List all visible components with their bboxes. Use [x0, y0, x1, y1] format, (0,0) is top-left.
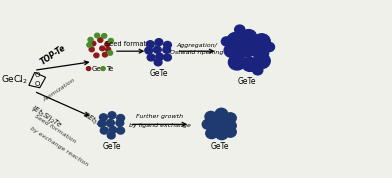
Text: TOP-Te: TOP-Te [39, 43, 68, 67]
Circle shape [242, 57, 258, 71]
Circle shape [109, 126, 117, 133]
Circle shape [156, 53, 163, 60]
Text: Atomization: Atomization [42, 78, 76, 103]
Circle shape [221, 37, 232, 46]
Circle shape [100, 127, 108, 134]
Circle shape [94, 53, 99, 58]
Circle shape [100, 46, 105, 51]
Text: $2Et_3SiCl$: $2Et_3SiCl$ [81, 109, 111, 134]
Circle shape [225, 121, 236, 131]
Text: O: O [34, 72, 40, 78]
Circle shape [206, 128, 218, 139]
Circle shape [89, 47, 94, 52]
Text: Seed formation: Seed formation [105, 41, 156, 47]
Text: by ligand exchange: by ligand exchange [129, 123, 191, 128]
Circle shape [202, 119, 213, 129]
Circle shape [108, 38, 113, 43]
Text: GeTe: GeTe [210, 142, 229, 151]
Circle shape [107, 51, 113, 55]
Text: Further growth: Further growth [136, 114, 183, 119]
Circle shape [264, 43, 274, 52]
Circle shape [253, 53, 270, 69]
Circle shape [145, 47, 152, 54]
Text: Ostwald ripening: Ostwald ripening [170, 50, 223, 55]
Circle shape [253, 34, 270, 49]
Circle shape [155, 39, 163, 46]
Circle shape [117, 127, 125, 134]
Circle shape [241, 30, 256, 44]
Circle shape [205, 111, 217, 122]
Circle shape [107, 119, 114, 126]
Circle shape [146, 41, 154, 48]
Text: GeTe: GeTe [238, 77, 256, 86]
Circle shape [163, 46, 171, 53]
Circle shape [153, 46, 161, 53]
Circle shape [117, 115, 125, 122]
Circle shape [87, 43, 92, 47]
Circle shape [163, 54, 171, 61]
Text: by exchange reaction: by exchange reaction [29, 125, 89, 167]
Circle shape [215, 108, 228, 119]
Circle shape [100, 114, 107, 121]
Text: $\cdot$: $\cdot$ [18, 74, 23, 87]
Circle shape [253, 46, 269, 60]
Text: GeTe: GeTe [103, 142, 121, 151]
Circle shape [108, 112, 116, 119]
Circle shape [105, 42, 110, 46]
Circle shape [98, 120, 106, 127]
Circle shape [102, 52, 107, 57]
Circle shape [102, 34, 107, 38]
Text: Ge: Ge [92, 66, 102, 72]
Circle shape [98, 38, 103, 42]
Text: Aggregation/: Aggregation/ [176, 43, 217, 48]
Circle shape [238, 41, 256, 57]
Text: O: O [34, 81, 40, 87]
Circle shape [225, 113, 236, 123]
Circle shape [227, 32, 245, 48]
Circle shape [91, 41, 96, 46]
Circle shape [105, 47, 111, 52]
Circle shape [101, 67, 105, 70]
Circle shape [88, 37, 93, 42]
Text: Seed formation: Seed formation [34, 114, 77, 145]
Circle shape [163, 41, 171, 48]
Circle shape [154, 59, 162, 66]
Circle shape [225, 127, 236, 137]
Circle shape [216, 129, 228, 140]
Circle shape [224, 44, 240, 57]
Circle shape [147, 54, 155, 61]
Text: GeCl$_2$: GeCl$_2$ [1, 74, 27, 86]
Circle shape [235, 25, 245, 34]
Text: GeTe: GeTe [150, 69, 168, 78]
Text: $(Et_3Si)_2Te$: $(Et_3Si)_2Te$ [29, 102, 65, 130]
Circle shape [116, 119, 124, 126]
Circle shape [212, 118, 227, 131]
Circle shape [94, 33, 100, 38]
Circle shape [107, 132, 115, 139]
Circle shape [252, 66, 263, 75]
Circle shape [229, 55, 246, 70]
Text: Te: Te [107, 66, 114, 72]
Circle shape [86, 67, 91, 70]
